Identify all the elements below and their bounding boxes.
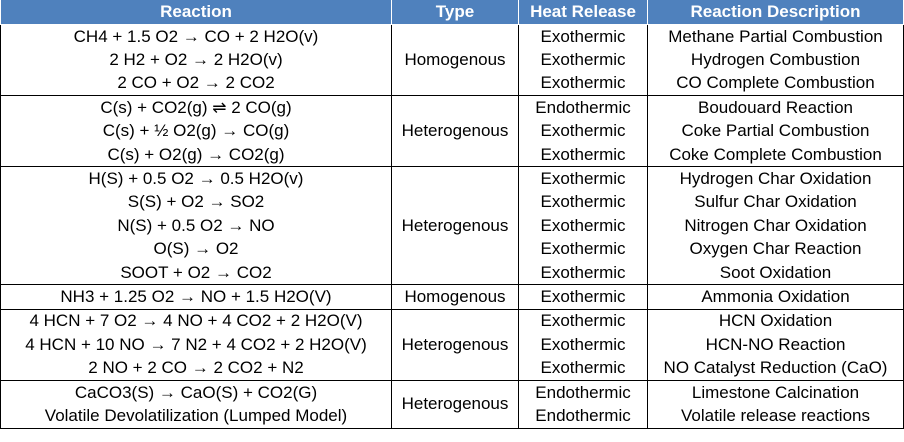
description-cell: Boudouard Reaction [647,95,904,120]
header-cell: Type [391,0,519,25]
heat-cell: Endothermic [518,379,648,405]
type-cell: Heterogenous [391,379,519,429]
heat-cell: Exothermic [518,308,648,334]
heat-cell: Endothermic [518,95,648,120]
reaction-cell: C(s) + ½ O2(g) → CO(g) [0,119,392,143]
reaction-cell: 4 HCN + 7 O2 → 4 NO + 4 CO2 + 2 H2O(V) [0,308,392,334]
reaction-cell: H(S) + 0.5 O2 → 0.5 H2O(v) [0,166,392,191]
table-row: H(S) + 0.5 O2 → 0.5 H2O(v) Heterogenous Ex… [0,166,904,286]
description-cell: HCN-NO Reaction [647,333,904,357]
heat-cell: Exothermic [518,24,648,49]
reaction-cell: C(s) + O2(g) → CO2(g) [0,142,392,168]
heat-cell: Exothermic [518,119,648,143]
description-cell: Volatile release reactions [647,404,904,429]
reaction-cell: NH3 + 1.25 O2 → NO + 1.5 H2O(V) [0,284,392,310]
reaction-cell: N(S) + 0.5 O2 → NO [0,214,392,238]
table-row: N(S) + 0.5 O2 → NO Exothermic Nitrogen Cha… [0,214,904,238]
table-row: C(s) + ½ O2(g) → CO(g) Exothermic Coke Par… [0,119,904,143]
table-row: C(s) + O2(g) → CO2(g) Exothermic Coke Comp… [0,142,904,168]
reaction-cell: CaCO3(S) → CaO(S) + CO2(G) [0,379,392,405]
reaction-cell: S(S) + O2 → SO2 [0,190,392,215]
description-cell: Soot Oxidation [647,260,904,286]
table-row: S(S) + O2 → SO2 Exothermic Sulfur Char Oxi… [0,190,904,215]
table-row: 4 HCN + 10 NO → 7 N2 + 4 CO2 + 2 H2O(V) E… [0,333,904,357]
heat-cell: Exothermic [518,71,648,97]
table-body: CH4 + 1.5 O2 → CO + 2 H2O(v) Homogenous Ex… [0,23,904,429]
reaction-cell: SOOT + O2 → CO2 [0,260,392,286]
header-cell: Reaction [0,0,392,25]
reaction-cell: CH4 + 1.5 O2 → CO + 2 H2O(v) [0,24,392,49]
type-cell: Heterogenous [391,166,519,286]
table-row: SOOT + O2 → CO2 Exothermic Soot Oxidation [0,260,904,286]
header-cell: Heat Release [518,0,648,25]
description-cell: Limestone Calcination [647,379,904,405]
description-cell: Hydrogen Combustion [647,48,904,72]
table-row: 2 H2 + O2 → 2 H2O(v) Exothermic Hydrogen C… [0,48,904,72]
reaction-table: Reaction Type Heat Release Reaction Desc… [0,0,904,429]
heat-cell: Exothermic [518,356,648,381]
heat-cell: Exothermic [518,166,648,191]
heat-cell: Exothermic [518,190,648,215]
heat-cell: Exothermic [518,333,648,357]
description-cell: Methane Partial Combustion [647,24,904,49]
reaction-cell: 2 NO + 2 CO → 2 CO2 + N2 [0,356,392,381]
header-row: Reaction Type Heat Release Reaction Desc… [0,0,904,25]
heat-cell: Exothermic [518,142,648,168]
reaction-cell: 4 HCN + 10 NO → 7 N2 + 4 CO2 + 2 H2O(V) [0,333,392,357]
table-row: Volatile Devolatilization (Lumped Model)… [0,404,904,429]
description-cell: Coke Partial Combustion [647,119,904,143]
description-cell: Hydrogen Char Oxidation [647,166,904,191]
description-cell: Nitrogen Char Oxidation [647,214,904,238]
reaction-cell: 2 CO + O2 → 2 CO2 [0,71,392,97]
heat-cell: Exothermic [518,214,648,238]
table-row: CH4 + 1.5 O2 → CO + 2 H2O(v) Homogenous Ex… [0,23,904,97]
description-cell: Sulfur Char Oxidation [647,190,904,215]
heat-cell: Exothermic [518,48,648,72]
heat-cell: Endothermic [518,404,648,429]
description-cell: Ammonia Oxidation [647,284,904,310]
heat-cell: Exothermic [518,237,648,261]
reaction-cell: 2 H2 + O2 → 2 H2O(v) [0,48,392,72]
table-row: CaCO3(S) → CaO(S) + CO2(G) Heterogenous En… [0,379,904,429]
heat-cell: Exothermic [518,284,648,310]
description-cell: Oxygen Char Reaction [647,237,904,261]
header-cell: Reaction Description [647,0,904,25]
type-cell: Heterogenous [391,308,519,381]
type-cell: Heterogenous [391,95,519,168]
heat-cell: Exothermic [518,260,648,286]
description-cell: HCN Oxidation [647,308,904,334]
type-cell: Homogenous [391,23,519,97]
description-cell: Coke Complete Combustion [647,142,904,168]
table-row: C(s) + CO2(g) ⇌ 2 CO(g) Heterogenous Endot… [0,95,904,168]
description-cell: NO Catalyst Reduction (CaO) [647,356,904,381]
type-cell: Homogenous [391,284,519,310]
table-row: NH3 + 1.25 O2 → NO + 1.5 H2O(V) Homogenou… [0,284,904,310]
description-cell: CO Complete Combustion [647,71,904,97]
reaction-cell: O(S) → O2 [0,237,392,261]
reaction-cell: Volatile Devolatilization (Lumped Model) [0,404,392,429]
table-row: O(S) → O2 Exothermic Oxygen Char Reaction [0,237,904,261]
reaction-cell: C(s) + CO2(g) ⇌ 2 CO(g) [0,95,392,120]
table-row: 4 HCN + 7 O2 → 4 NO + 4 CO2 + 2 H2O(V) He… [0,308,904,381]
